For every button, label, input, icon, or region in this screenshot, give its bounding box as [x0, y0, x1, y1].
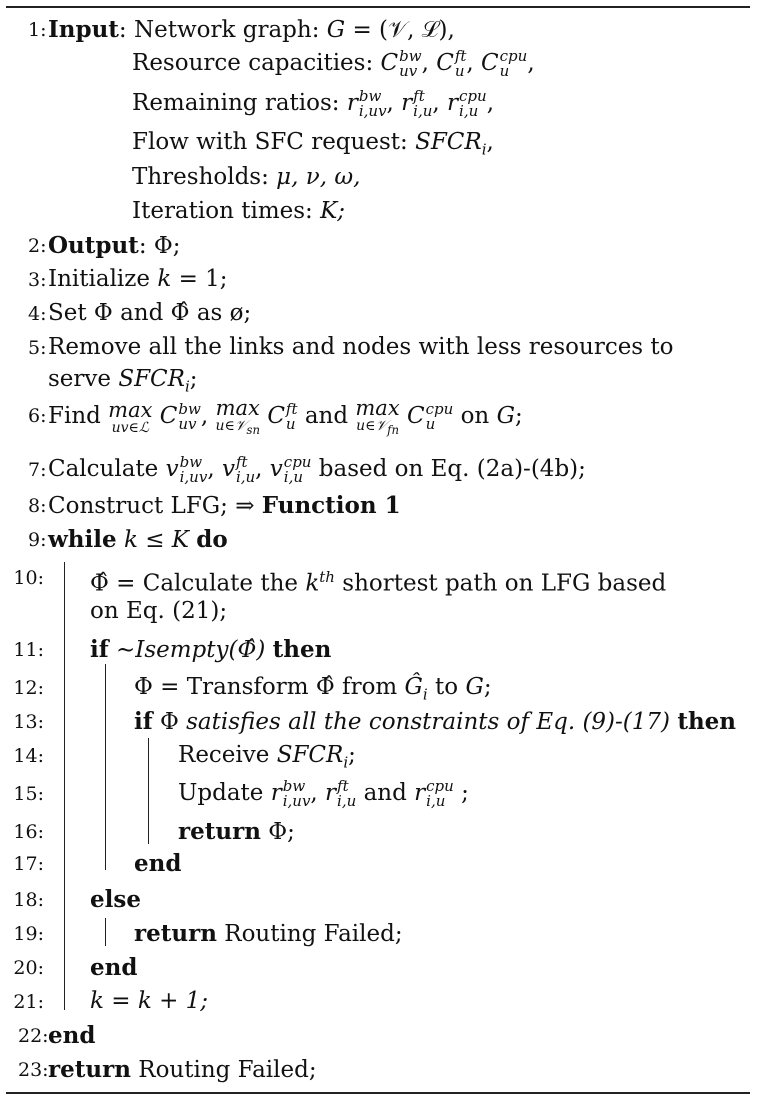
- line-number: 12:: [13, 677, 44, 699]
- line-number: 1:: [28, 19, 47, 41]
- line-number: 13:: [13, 711, 44, 733]
- algorithm-line: on Eq. (21);: [90, 598, 228, 624]
- line-number: 5:: [28, 337, 47, 359]
- top-rule: [6, 6, 750, 8]
- line-number: 15:: [13, 783, 44, 805]
- algorithm-line: 1: Input: Network graph: G = (𝒱, ℒ),: [0, 12, 762, 47]
- algorithm-line: Thresholds: μ, ν, ω,: [132, 164, 361, 190]
- algorithm-line: 11: if ∼Isempty(Φ̂) then: [0, 632, 762, 667]
- indent-bar: [105, 918, 106, 946]
- algorithm-line: 16: return Φ;: [0, 814, 762, 849]
- line-number: 14:: [13, 745, 44, 767]
- line-number: 4:: [28, 303, 47, 325]
- line-number: 16:: [13, 821, 44, 843]
- line-number: 11:: [13, 639, 44, 661]
- algorithm-line: 17: end: [0, 846, 762, 881]
- algorithm-line: 19: return Routing Failed;: [0, 916, 762, 951]
- algorithm-line: 10: Φ̂ = Calculate the kth shortest path…: [0, 560, 762, 597]
- line-number: 19:: [13, 923, 44, 945]
- algorithm-line: 12: Φ = Transform Φ̂ from Ĝi to G;: [0, 670, 762, 705]
- line-number: 3:: [28, 269, 47, 291]
- algorithm-line: 8: Construct LFG; ⇒ Function 1: [0, 488, 762, 523]
- algorithm-line: 23: return Routing Failed;: [0, 1052, 762, 1087]
- indent-bar: [148, 738, 149, 844]
- bottom-rule: [6, 1092, 750, 1094]
- line-number: 23:: [18, 1059, 49, 1081]
- algorithm-line: 7: Calculate v bw i,uv, v ft i,u, v cpu i,u ba…: [28, 453, 586, 486]
- algorithm-line: 18: else: [0, 882, 762, 917]
- line-number: 10:: [13, 567, 44, 589]
- algorithm-line: 5: Remove all the links and nodes with l…: [0, 330, 762, 365]
- line-number: 6:: [28, 405, 47, 427]
- line-number: 22:: [18, 1025, 49, 1047]
- line-number: 9:: [28, 529, 47, 551]
- algorithm-line: 4: Set Φ and Φ̂ as ø;: [0, 296, 762, 331]
- line-number: 8:: [28, 495, 47, 517]
- algorithm-line: Remaining ratios: r bw i,uv, r ft i,u, r cpu i…: [132, 87, 495, 120]
- algorithm-line: serve SFCRi;: [48, 366, 198, 396]
- algorithm-line: 14: Receive SFCRi;: [0, 738, 762, 773]
- algorithm-line: 13: if Φ satisfies all the constraints o…: [0, 704, 762, 739]
- algorithm-line: 2: Output: Φ;: [0, 228, 762, 263]
- algorithm-line: 9: while k ≤ K do: [0, 522, 762, 557]
- algorithm-line: 21: k = k + 1;: [0, 984, 762, 1019]
- algorithm-line: 3: Initialize k = 1;: [0, 262, 762, 297]
- indent-bar: [105, 664, 106, 870]
- line-number: 20:: [13, 957, 44, 979]
- line-number: 21:: [13, 991, 44, 1013]
- line-number: 18:: [13, 889, 44, 911]
- algorithm-line: 15: Update r bw i,uv, r ft i,u and r cpu i,u ;: [0, 776, 762, 811]
- algorithm-line: 20: end: [0, 950, 762, 985]
- line-number: 7:: [28, 459, 47, 481]
- algorithm-line: 22: end: [0, 1018, 762, 1053]
- keyword: Input: [48, 16, 119, 43]
- algorithm-line: Flow with SFC request: SFCRi,: [132, 129, 494, 159]
- indent-bar: [64, 562, 65, 1010]
- line-number: 2:: [28, 235, 47, 257]
- algorithm-line: Iteration times: K;: [132, 198, 346, 224]
- line-number: 17:: [13, 853, 44, 875]
